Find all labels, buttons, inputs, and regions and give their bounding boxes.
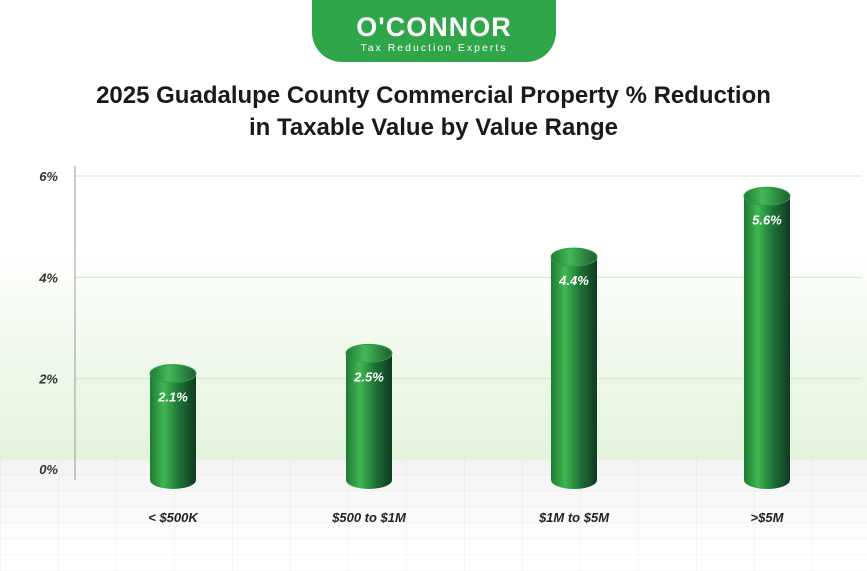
bar-cap — [345, 343, 393, 363]
bar — [744, 196, 790, 489]
bar-cap — [550, 247, 598, 267]
bar-cap — [149, 364, 197, 384]
bar-value-label: 2.1% — [157, 390, 188, 405]
chart-title-line-1: 2025 Guadalupe County Commercial Propert… — [96, 82, 771, 109]
y-tick-label: 6% — [39, 169, 58, 184]
bar-value-label: 4.4% — [558, 273, 589, 288]
y-tick-label: 2% — [38, 372, 58, 387]
y-tick-label: 4% — [38, 270, 58, 285]
chart-title-line-2: in Taxable Value by Value Range — [248, 114, 619, 141]
chart-floor — [0, 460, 867, 571]
x-category-label: < $500K — [148, 510, 199, 525]
bar-value-label: 2.5% — [353, 369, 384, 384]
bar-value-label: 5.6% — [752, 212, 782, 227]
bar — [551, 257, 597, 489]
chart-background-band — [0, 250, 867, 460]
bar — [150, 373, 196, 489]
bar-cap — [743, 186, 791, 206]
y-tick-label: 0% — [39, 462, 58, 477]
x-category-label: >$5M — [751, 510, 785, 525]
bar — [346, 353, 392, 489]
x-category-label: $500 to $1M — [331, 510, 407, 525]
x-category-label: $1M to $5M — [538, 510, 610, 525]
chart-title: 2025 Guadalupe County Commercial Propert… — [0, 80, 867, 144]
logo-name: O'CONNOR — [356, 12, 512, 42]
logo-tagline: Tax Reduction Experts — [360, 42, 508, 54]
logo-badge: O'CONNOR Tax Reduction Experts — [312, 0, 556, 62]
